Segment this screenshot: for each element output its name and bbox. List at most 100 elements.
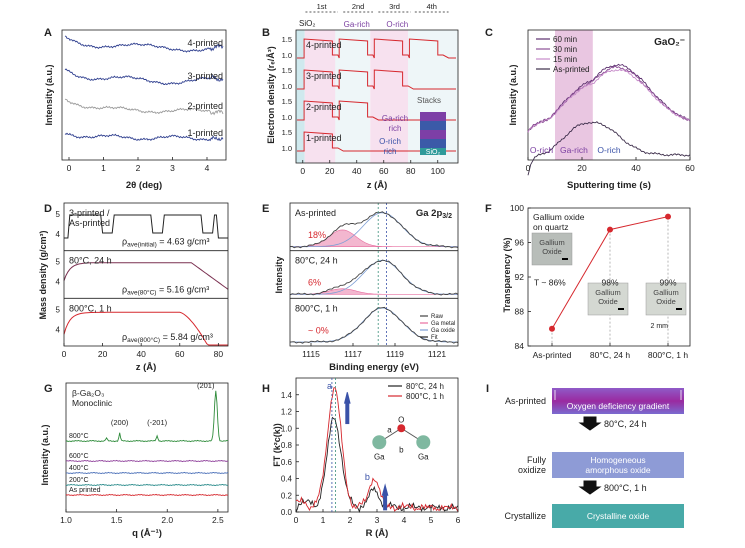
series-label-4-printed: 4-printed [306, 40, 342, 50]
peak-annotation: b [365, 472, 370, 482]
inset-sio2-label: SiO₂ [426, 149, 441, 156]
legend-label: 60 min [553, 35, 577, 44]
value-label: 98% [601, 278, 618, 288]
x-axis-label: Binding energy (eV) [329, 362, 419, 373]
process-arrow [578, 480, 602, 495]
series-line-800°C [65, 390, 229, 443]
x-tick-label: 3 [170, 163, 175, 173]
o-rich-label: O-rich [386, 20, 408, 29]
series-label: As-printed [295, 208, 336, 218]
sio2-substrate [420, 148, 446, 155]
y-tick-label: 4 [56, 325, 61, 334]
chart-subtitle: Monoclinic [72, 398, 113, 408]
x-tick-label: 800°C, 1 h [648, 350, 689, 360]
series-line-3-printed / As-printed [64, 214, 228, 239]
y-tick-label: 5 [56, 258, 61, 267]
arrow-head [343, 392, 351, 404]
series-line-15 min [527, 68, 691, 133]
series-line-1-printed [297, 131, 456, 152]
y-tick-label: 92 [515, 272, 525, 282]
data-point [549, 325, 555, 332]
x-tick-label: As-printed [533, 350, 572, 360]
raw-line [289, 211, 459, 249]
series-line-60 min [527, 63, 691, 132]
legend-label: Ga oxide [431, 328, 456, 334]
inset-ga-label: Ga [374, 452, 385, 461]
series-label-3-printed: 3-printed [306, 71, 342, 81]
region-label: Ga-rich [560, 145, 588, 155]
band-label: 1st [317, 2, 328, 11]
row-label: Crystallize [504, 511, 546, 521]
y-tick-label: 4 [56, 278, 61, 287]
x-tick-label: 0 [300, 166, 305, 176]
inset-ga-label: Ga-rich [382, 114, 408, 123]
scale-bar [676, 308, 682, 310]
x-axis-label: 2θ (deg) [126, 180, 162, 191]
row-box [552, 452, 684, 478]
panel-label-D: D [44, 203, 52, 215]
x-tick-label: 80 [406, 166, 416, 176]
x-tick-label: 1121 [428, 349, 447, 359]
scale-bar [618, 308, 624, 310]
x-tick-label: 20 [98, 349, 108, 359]
series-line-800°C, 1 h [295, 387, 459, 512]
panel-B-frame [295, 29, 459, 164]
series-line-1-printed [64, 132, 224, 142]
raw-line [289, 259, 459, 296]
box-label: Crystalline oxide [587, 511, 650, 521]
series-line-3-printed [64, 68, 224, 86]
y-tick-label: 1.0 [282, 51, 292, 60]
x-tick-label: 1115 [302, 349, 320, 359]
peak-annotation: a [327, 381, 332, 391]
series-line-As-printed [527, 121, 691, 176]
y-tick-label: 0.2 [281, 491, 293, 500]
y-tick-label: 1.5 [282, 97, 292, 106]
x-tick-label: 80°C, 24 h [590, 350, 631, 360]
chart-title: Gallium oxide on quartz [533, 212, 585, 232]
peak-label: (200) [111, 418, 129, 427]
y-axis-label: Electron density (rₑ/Å³) [266, 46, 276, 143]
series-line-4-printed [64, 35, 224, 53]
x-tick-label: 0 [62, 349, 67, 359]
data-point [607, 226, 613, 233]
chart-title: β-Ga₂O₃ [72, 388, 104, 398]
density-annotation: ρave(800°C) = 5.84 g/cm³ [122, 332, 213, 344]
y-tick-label: 0.0 [281, 508, 293, 517]
series-label-2-printed: 2-printed [187, 101, 223, 111]
stack-layer [420, 112, 446, 121]
x-tick-label: 0 [526, 163, 531, 173]
panel-label-E: E [262, 203, 269, 215]
y-axis-label: Intensity (a.u.) [508, 64, 518, 125]
arrow-head [381, 483, 389, 496]
x-tick-label: 40 [631, 163, 641, 173]
series-label: 200°C [69, 476, 89, 484]
y-tick-label: 0.8 [281, 441, 293, 450]
series-label: 400°C [69, 464, 89, 472]
legend-label: 15 min [553, 55, 577, 64]
y-tick-label: 0.4 [281, 475, 293, 484]
x-tick-label: 20 [325, 166, 335, 176]
x-tick-label: 1119 [386, 349, 404, 359]
data-point [665, 213, 671, 220]
series-line-2-printed [64, 98, 224, 116]
sio2-region [296, 30, 305, 163]
y-tick-label: 1.0 [282, 82, 292, 91]
series-label: 3-printed / [69, 208, 110, 218]
series-label: 80°C, 24 h [69, 256, 112, 266]
series-label: 800°C, 1 h [69, 303, 112, 313]
x-tick-label: 100 [431, 166, 445, 176]
density-annotation: ρave(initial) = 4.63 g/cm³ [122, 237, 210, 249]
o-atom [397, 424, 406, 433]
process-arrow [578, 416, 602, 431]
panel-label-C: C [485, 27, 493, 39]
series-line-4-printed [297, 38, 456, 59]
value-label: T ~ 86% [534, 278, 566, 288]
legend-label: 80°C, 24 h [406, 382, 444, 391]
series-line-3-printed [297, 69, 456, 90]
x-axis-label: z (Å) [367, 180, 388, 191]
x-tick-label: 1 [101, 163, 106, 173]
y-tick-label: 1.5 [282, 66, 292, 75]
y-axis-label: Intensity [274, 256, 284, 293]
x-tick-label: 2 [136, 163, 141, 173]
scale-label: 2 mm [651, 323, 669, 330]
